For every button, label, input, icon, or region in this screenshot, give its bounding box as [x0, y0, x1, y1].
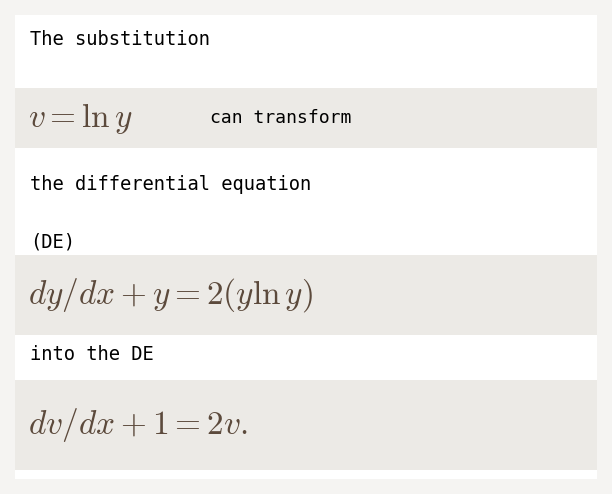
Text: the differential equation: the differential equation — [30, 175, 312, 195]
Text: $dy/dx + y = 2(y \ln y)$: $dy/dx + y = 2(y \ln y)$ — [28, 276, 313, 314]
Text: can transform: can transform — [210, 109, 351, 127]
FancyBboxPatch shape — [15, 15, 597, 479]
Text: $dv/dx + 1 = 2v.$: $dv/dx + 1 = 2v.$ — [28, 406, 247, 444]
Text: into the DE: into the DE — [30, 345, 154, 365]
Text: (DE): (DE) — [30, 233, 75, 251]
Text: The substitution: The substitution — [30, 31, 210, 49]
Text: $v = \ln y$: $v = \ln y$ — [28, 100, 133, 135]
FancyBboxPatch shape — [15, 88, 597, 148]
FancyBboxPatch shape — [15, 255, 597, 335]
FancyBboxPatch shape — [15, 380, 597, 470]
